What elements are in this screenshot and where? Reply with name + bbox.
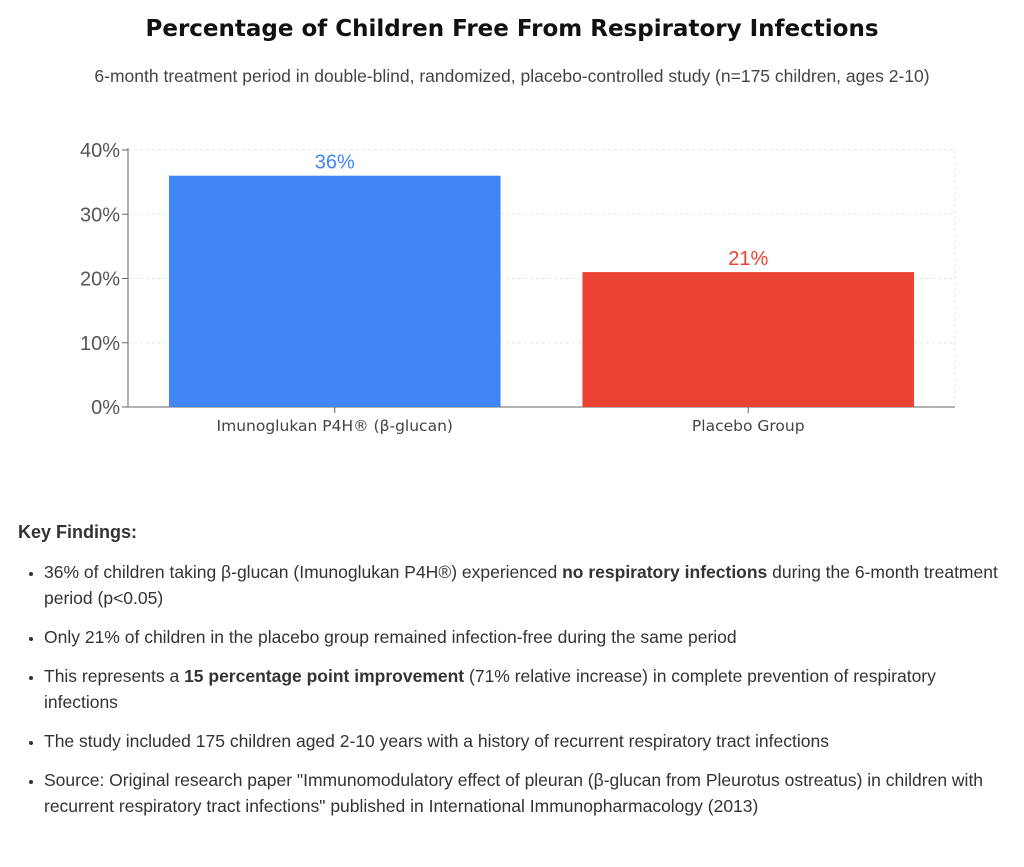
finding-text: 36% of children taking β-glucan (Imunogl…: [44, 562, 563, 582]
chart-title: Percentage of Children Free From Respira…: [145, 16, 879, 42]
finding-text: The study included 175 children aged 2-1…: [44, 731, 829, 751]
findings-list: 36% of children taking β-glucan (Imunogl…: [18, 559, 1008, 819]
data-label: 36%: [315, 152, 355, 174]
finding-item: Source: Original research paper "Immunom…: [44, 767, 1008, 819]
bar: [168, 175, 501, 407]
finding-item: The study included 175 children aged 2-1…: [44, 728, 1008, 754]
finding-emphasis: 15 percentage point improvement: [184, 666, 465, 686]
finding-item: 36% of children taking β-glucan (Imunogl…: [44, 559, 1008, 611]
y-tick-label: 10%: [80, 333, 120, 355]
x-tick-label: Placebo Group: [692, 417, 805, 435]
x-tick-label: Imunoglukan P4H® (β-glucan): [217, 417, 453, 435]
finding-text: Source: Original research paper "Immunom…: [44, 770, 984, 816]
finding-text: This represents a: [44, 666, 185, 686]
finding-text: during the 6-month treatment period (p<0…: [44, 562, 998, 608]
finding-item: Only 21% of children in the placebo grou…: [44, 624, 1008, 650]
bar: [582, 272, 915, 407]
finding-item: This represents a 15 percentage point im…: [44, 663, 1008, 715]
y-tick-label: 20%: [80, 269, 120, 291]
bar-chart: 0% 10% 20% 30% 40% 36% Imunoglukan P4H® (β-glu…: [80, 140, 956, 435]
chart-subtitle: 6-month treatment period in double-blind…: [94, 66, 930, 86]
key-findings-section: Key Findings: 36% of children taking β-g…: [18, 522, 1008, 832]
y-tick-label: 0%: [91, 397, 120, 419]
key-findings-heading: Key Findings:: [18, 522, 138, 542]
y-tick-label: 30%: [80, 204, 120, 226]
finding-emphasis: no respiratory infections: [562, 562, 768, 582]
data-label: 21%: [728, 248, 768, 270]
finding-text: Only 21% of children in the placebo grou…: [44, 627, 737, 647]
finding-text: (71% relative increase) in complete prev…: [44, 666, 936, 712]
y-tick-label: 40%: [80, 140, 120, 162]
